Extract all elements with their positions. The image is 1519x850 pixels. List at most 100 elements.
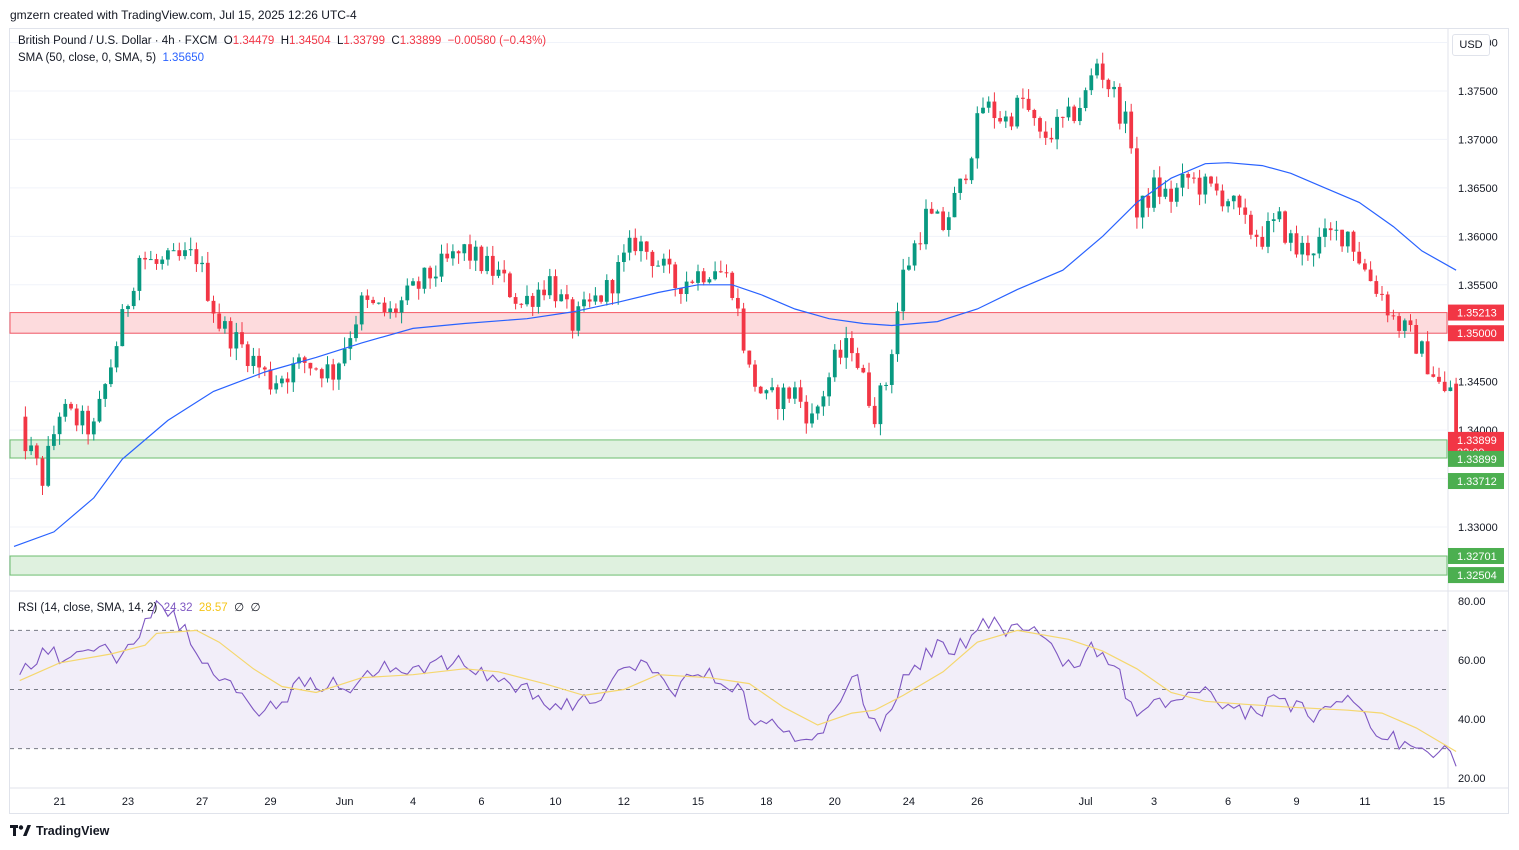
sma-legend: SMA (50, close, 0, SMA, 5) 1.35650 — [18, 52, 204, 64]
symbol-name[interactable]: British Pound / U.S. Dollar · 4h · FXCM — [18, 35, 218, 47]
candle-body — [1351, 231, 1356, 252]
candle-body — [901, 269, 906, 312]
candle-body — [451, 251, 455, 259]
candle-body — [1380, 293, 1384, 295]
candle-body — [46, 445, 51, 486]
candle-body — [29, 445, 33, 452]
candle-body — [1271, 219, 1276, 221]
candle-body — [622, 252, 626, 263]
candle-body — [627, 237, 632, 253]
candle-body — [701, 271, 706, 283]
candle-body — [40, 458, 45, 486]
candle-body — [593, 295, 598, 302]
candle-body — [291, 363, 296, 383]
candle-body — [456, 251, 461, 254]
time-tick-label: 6 — [1225, 796, 1231, 808]
candle-body — [1095, 63, 1099, 76]
candle-body — [1340, 229, 1344, 247]
candle-body — [878, 385, 883, 425]
candle-body — [399, 300, 404, 313]
candle-body — [644, 241, 649, 252]
candle-body — [667, 258, 672, 265]
price-badge-label: 1.35000 — [1457, 328, 1497, 340]
tradingview-logo[interactable]: TradingView — [10, 824, 109, 838]
sma-value: 1.35650 — [162, 52, 205, 64]
candle-body — [177, 250, 182, 257]
candle-body — [599, 295, 603, 302]
currency-button[interactable]: USD — [1452, 34, 1490, 56]
rsi-ma-value: 28.57 — [198, 602, 228, 614]
candle-body — [388, 308, 393, 313]
candle-body — [234, 332, 239, 349]
candle-body — [200, 262, 204, 265]
sma-label[interactable]: SMA (50, close, 0, SMA, 5) — [18, 52, 157, 64]
candle-body — [827, 377, 831, 397]
candle-body — [223, 321, 227, 329]
candle-body — [513, 297, 518, 304]
candle-body — [166, 250, 170, 260]
candle-body — [1397, 316, 1401, 331]
rsi-tick-label: 60.00 — [1458, 655, 1486, 667]
candle-body — [126, 306, 130, 310]
candle-body — [394, 308, 398, 313]
candle-body — [832, 349, 837, 378]
rsi-tick-label: 20.00 — [1458, 773, 1486, 785]
candle-body — [325, 364, 330, 379]
candle-body — [924, 208, 928, 245]
candle-body — [718, 271, 723, 273]
candle-body — [376, 302, 381, 304]
candle-body — [1345, 231, 1350, 247]
candle-body — [1454, 383, 1458, 440]
candle-body — [992, 101, 997, 119]
candle-body — [1448, 387, 1453, 392]
price-badge-label: 1.35213 — [1457, 308, 1497, 320]
open-value: 1.34479 — [232, 35, 275, 47]
candle-body — [918, 243, 923, 245]
candle-body — [872, 405, 877, 425]
candle-body — [154, 259, 159, 264]
candle-body — [319, 369, 324, 379]
candle-body — [262, 367, 267, 370]
candle-body — [137, 257, 142, 291]
price-badge — [1448, 547, 1504, 564]
candle-body — [587, 299, 592, 302]
candle-body — [1283, 211, 1287, 243]
candle-body — [1414, 325, 1419, 354]
candle-body — [684, 281, 689, 295]
time-tick-label: 29 — [264, 796, 276, 808]
candle-body — [542, 289, 546, 296]
candle-body — [1129, 111, 1134, 149]
candle-body — [1100, 63, 1105, 80]
candle-body — [240, 332, 244, 345]
candle-body — [462, 244, 467, 254]
candle-body — [559, 294, 564, 302]
candle-body — [895, 311, 900, 355]
candle-body — [1146, 195, 1151, 208]
candle-body — [1408, 320, 1413, 326]
candle-body — [1226, 201, 1230, 207]
candle-body — [496, 269, 501, 276]
candle-body — [1260, 236, 1265, 247]
candle-body — [986, 101, 991, 108]
candle-body — [775, 387, 780, 410]
candle-body — [838, 349, 843, 358]
price-badge — [1448, 304, 1504, 321]
candle-body — [285, 378, 290, 383]
change-value: −0.00580 (−0.43%) — [447, 35, 547, 47]
candle-body — [1266, 220, 1270, 247]
candle-body — [964, 178, 968, 181]
candle-body — [1083, 90, 1088, 108]
candle-body — [217, 313, 222, 329]
candle-body — [1357, 251, 1362, 264]
candle-body — [331, 364, 336, 380]
candle-body — [479, 246, 484, 272]
time-tick-label: 24 — [903, 796, 915, 808]
candle-body — [724, 272, 729, 274]
candle-body — [439, 253, 444, 277]
rsi-label[interactable]: RSI (14, close, SMA, 14, 2) — [18, 602, 158, 614]
brand-name: TradingView — [36, 824, 110, 838]
candle-body — [228, 321, 233, 349]
sma-line — [13, 162, 1457, 547]
candle-body — [547, 276, 552, 296]
